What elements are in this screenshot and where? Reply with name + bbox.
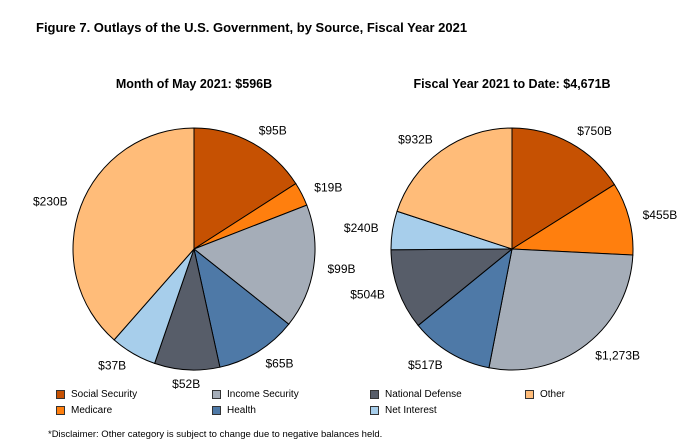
pie-data-label: $1,273B — [595, 348, 640, 362]
disclaimer: *Disclaimer: Other category is subject t… — [48, 429, 383, 440]
pie-data-label: $37B — [98, 359, 126, 373]
legend-swatch — [56, 390, 65, 399]
pie-slice-income-security — [488, 248, 634, 371]
pie-data-label: $95B — [259, 124, 287, 138]
pie-slice-medicare — [510, 183, 634, 256]
pie-data-label: $65B — [266, 357, 294, 371]
pie-data-label: $750B — [577, 124, 612, 138]
pie-data-label: $504B — [350, 288, 385, 302]
legend-income-security: Income Security — [212, 389, 299, 400]
legend-label: Other — [540, 389, 566, 400]
legend-label: Income Security — [227, 389, 299, 400]
legend-swatch — [56, 406, 65, 415]
legend-swatch — [370, 390, 379, 399]
legend-label: Net Interest — [385, 405, 437, 416]
legend-swatch — [212, 390, 221, 399]
legend-swatch — [212, 406, 221, 415]
pie-data-label: $19B — [314, 181, 342, 195]
legend-other: Other — [525, 389, 565, 400]
pie-data-label: $455B — [643, 208, 678, 222]
pie-data-label: $932B — [398, 133, 433, 147]
pie-chart-ytd: Fiscal Year 2021 to Date: $4,671B $750B $4… — [344, 77, 677, 372]
legend-medicare: Medicare — [56, 405, 112, 416]
pie-slice-social-security — [511, 127, 616, 250]
legend-label: Health — [227, 405, 256, 416]
pie-slice-health — [193, 247, 290, 368]
legend-swatch — [525, 390, 534, 399]
pie-chart-month: Month of May 2021: $596B $95B $19B $99B $65B… — [33, 77, 356, 391]
pie-title: Month of May 2021: $596B — [116, 77, 272, 91]
legend-label: National Defense — [385, 389, 462, 400]
legend-health: Health — [212, 405, 256, 416]
legend-net-interest: Net Interest — [370, 405, 437, 416]
pie-data-label: $52B — [172, 377, 200, 391]
pie-slice-national-defense — [390, 248, 514, 327]
legend-national-defense: National Defense — [370, 389, 462, 400]
legend-swatch — [370, 406, 379, 415]
pie-slice-other — [72, 127, 195, 341]
pie-title: Fiscal Year 2021 to Date: $4,671B — [413, 77, 610, 91]
pie-data-label: $230B — [33, 194, 68, 208]
legend-social-security: Social Security — [56, 389, 137, 400]
pie-data-label: $99B — [328, 262, 356, 276]
figure-title: Figure 7. Outlays of the U.S. Government… — [36, 20, 468, 35]
legend-label: Medicare — [71, 405, 113, 416]
pie-slice-income-security — [193, 204, 316, 325]
pie-slice-health — [417, 247, 513, 369]
pie-slice-other — [396, 127, 513, 250]
pie-data-label: $517B — [408, 358, 443, 372]
pie-data-label: $240B — [344, 221, 379, 235]
pie-slice-social-security — [193, 127, 297, 250]
legend-label: Social Security — [71, 389, 138, 400]
